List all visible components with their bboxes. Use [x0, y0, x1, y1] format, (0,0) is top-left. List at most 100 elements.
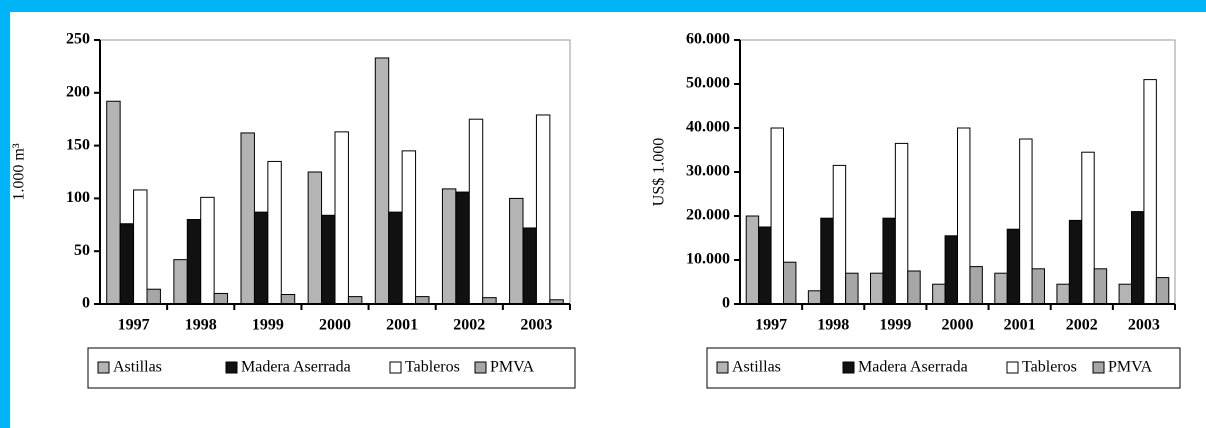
- bar: [994, 272, 1008, 305]
- bar: [401, 150, 417, 305]
- bar: [745, 215, 760, 305]
- legend-swatch: [474, 361, 487, 374]
- bar: [509, 197, 524, 305]
- legend-swatch: [716, 361, 729, 374]
- y-tick-label: 30.000: [686, 163, 730, 180]
- bar: [957, 127, 971, 305]
- bar: [969, 266, 983, 305]
- bar: [1131, 211, 1145, 305]
- x-tick-label: 1997: [118, 317, 150, 334]
- bar: [882, 217, 896, 305]
- bar: [307, 171, 323, 305]
- legend-label: Tableros: [1022, 359, 1077, 376]
- y-tick-label: 100: [66, 189, 90, 206]
- x-tick-label: 2001: [386, 317, 418, 334]
- y-tick-label: 60.000: [686, 31, 730, 48]
- legend-label: Astillas: [732, 359, 781, 376]
- bar: [1031, 268, 1045, 305]
- y-tick-label: 40.000: [686, 119, 730, 136]
- x-tick-label: 2002: [453, 317, 485, 334]
- bar: [388, 211, 403, 305]
- y-tick-label: 10.000: [686, 251, 730, 268]
- legend-swatch: [225, 361, 238, 374]
- bar: [240, 132, 255, 305]
- y-tick-label: 200: [66, 83, 90, 100]
- bar: [321, 214, 336, 305]
- legend-label: PMVA: [1108, 359, 1153, 376]
- bar: [870, 272, 884, 305]
- y-tick-label: 250: [66, 31, 90, 48]
- bar: [758, 226, 772, 305]
- bar: [186, 219, 202, 305]
- bar: [280, 293, 296, 305]
- bar: [907, 270, 921, 305]
- bar: [783, 261, 797, 305]
- bar: [820, 217, 834, 305]
- x-tick-label: 2000: [319, 317, 351, 334]
- x-tick-label: 2000: [942, 317, 974, 334]
- legend-label: Astillas: [113, 359, 162, 376]
- bar: [535, 114, 551, 305]
- x-tick-label: 1998: [185, 317, 217, 334]
- bar: [468, 118, 484, 305]
- x-tick-label: 2003: [1128, 317, 1160, 334]
- bar: [334, 131, 349, 305]
- y-tick-label: 50.000: [686, 75, 730, 92]
- legend-label: Tableros: [405, 359, 460, 376]
- bar: [347, 296, 363, 305]
- y-tick-label: 150: [66, 136, 90, 153]
- x-tick-label: 2003: [520, 317, 552, 334]
- legend-box: [87, 347, 576, 389]
- bar: [807, 290, 822, 305]
- bar: [253, 211, 269, 305]
- bar: [455, 191, 470, 305]
- y-tick-label: 20.000: [686, 207, 730, 224]
- bar: [133, 189, 148, 305]
- bar: [832, 164, 847, 305]
- x-tick-label: 1999: [879, 317, 911, 334]
- legend-label: Madera Aserrada: [858, 359, 968, 376]
- legend-swatch: [97, 361, 110, 374]
- bar: [1155, 277, 1170, 305]
- bar: [1081, 151, 1095, 305]
- x-tick-label: 2001: [1004, 317, 1036, 334]
- bar: [1118, 283, 1132, 305]
- bar: [932, 283, 946, 305]
- bar: [106, 100, 121, 305]
- bar: [1143, 79, 1157, 305]
- bar: [119, 223, 135, 305]
- legend-swatch: [1006, 361, 1019, 374]
- y-axis-label: US$ 1.000: [651, 138, 668, 206]
- bar: [944, 235, 958, 305]
- bar: [1093, 268, 1108, 305]
- bar: [1056, 283, 1070, 305]
- bar: [1019, 138, 1033, 305]
- bar: [415, 296, 430, 305]
- x-tick-label: 2002: [1066, 317, 1098, 334]
- x-tick-label: 1998: [817, 317, 849, 334]
- bar: [1068, 219, 1083, 305]
- y-tick-label: 50: [74, 242, 90, 259]
- bar: [522, 227, 537, 305]
- bar: [267, 160, 282, 305]
- y-axis-label: 1.000 m³: [11, 143, 28, 200]
- bar: [200, 196, 215, 305]
- bar: [894, 142, 909, 305]
- legend-label: PMVA: [490, 359, 535, 376]
- y-tick-label: 0: [82, 295, 90, 312]
- bar: [441, 188, 457, 305]
- bar: [845, 272, 859, 305]
- y-tick-label: 0: [722, 295, 730, 312]
- bar: [1006, 228, 1021, 305]
- x-tick-label: 1997: [755, 317, 787, 334]
- legend-label: Madera Aserrada: [241, 359, 351, 376]
- bar: [213, 292, 229, 305]
- bar: [146, 288, 161, 305]
- legend-swatch: [1092, 361, 1105, 374]
- bar: [374, 57, 390, 305]
- x-tick-label: 1999: [252, 317, 284, 334]
- legend-swatch: [389, 361, 402, 374]
- bar: [173, 259, 188, 305]
- legend-swatch: [842, 361, 855, 374]
